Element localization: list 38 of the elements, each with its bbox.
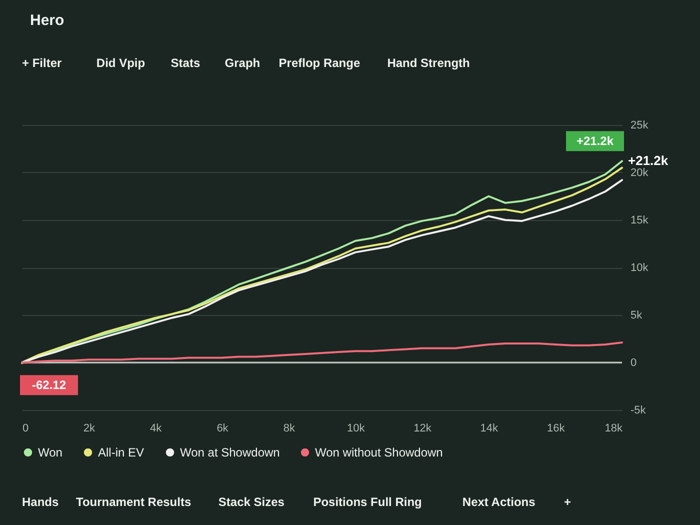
text: Hand Strength bbox=[387, 56, 470, 70]
x-tick-label: 10k bbox=[346, 422, 366, 434]
x-tick-label: 16k bbox=[546, 422, 566, 434]
text: Preflop Range bbox=[278, 56, 360, 70]
text: + Filter bbox=[22, 56, 62, 70]
text: Stack Sizes bbox=[218, 495, 285, 509]
annotation: +21.2k bbox=[576, 134, 614, 148]
y-tick-label: 25k bbox=[630, 120, 649, 132]
y-tick-label: 10k bbox=[630, 262, 649, 274]
text: Positions Full Ring bbox=[313, 495, 422, 509]
y-tick-label: 0 bbox=[630, 357, 637, 369]
x-tick-label: 4k bbox=[150, 422, 162, 434]
x-tick-label: 6k bbox=[216, 422, 229, 434]
chart-title: Hero bbox=[30, 12, 64, 29]
y-tick-label: 15k bbox=[630, 214, 649, 226]
text: + bbox=[564, 495, 572, 509]
x-tick-label: 18k bbox=[604, 422, 623, 434]
legend-label: All-in EV bbox=[98, 445, 144, 460]
x-tick-label: 2k bbox=[83, 422, 96, 434]
y-tick-label: 5k bbox=[630, 310, 643, 322]
y-tick-label: 20k bbox=[630, 167, 649, 179]
legend-label: Won bbox=[38, 445, 62, 460]
data-label: +21.2k bbox=[628, 153, 669, 168]
annotation: -62.12 bbox=[32, 378, 66, 392]
line-series bbox=[21, 342, 623, 364]
y-tick-label: -5k bbox=[630, 404, 646, 416]
text: Graph bbox=[224, 56, 260, 70]
text: Hands bbox=[22, 495, 59, 509]
x-tick-label: 0 bbox=[22, 422, 29, 434]
legend-label: Won without Showdown bbox=[315, 445, 443, 460]
text: Next Actions bbox=[462, 495, 536, 509]
text: Tournament Results bbox=[76, 495, 192, 509]
x-tick-label: 14k bbox=[480, 422, 499, 434]
x-tick-label: 12k bbox=[414, 422, 432, 434]
legend-label: Won at Showdown bbox=[180, 445, 280, 460]
text: Stats bbox=[170, 56, 200, 70]
text: Did Vpip bbox=[96, 56, 146, 70]
x-tick-label: 8k bbox=[283, 422, 296, 434]
